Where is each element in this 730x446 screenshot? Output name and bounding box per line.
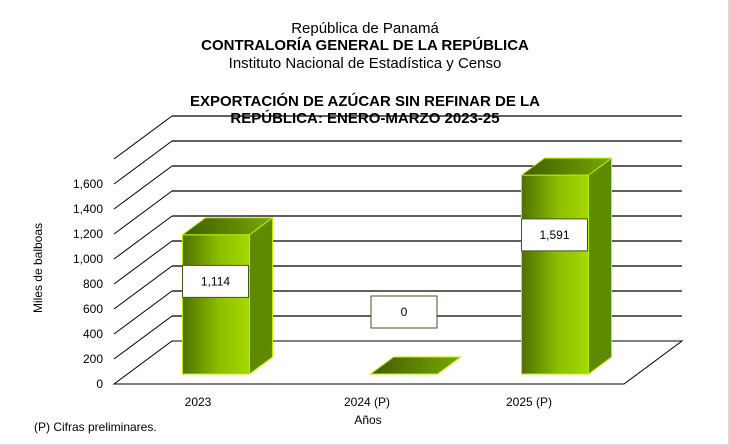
- data-label-box: [521, 218, 588, 252]
- x-tick-label: 2024 (P): [344, 395, 390, 409]
- x-axis-label: Años: [354, 413, 381, 427]
- bar: 1,591: [519, 157, 614, 375]
- y-axis-label: Miles de balboas: [31, 223, 45, 313]
- data-label: 1,591: [539, 228, 569, 242]
- bar-front: [182, 234, 250, 375]
- y-tick-label: 400: [83, 327, 103, 341]
- y-axis-ticks: 0 200 400 600 800 1,000 1,200 1,400 1,600: [73, 177, 103, 391]
- chart-title-line2: REPÚBLICA: ENERO-MARZO 2023-25: [230, 110, 500, 127]
- floor-plane: [112, 340, 684, 385]
- bars: 1,114 0 1,591: [180, 157, 614, 375]
- data-label-box: [182, 264, 249, 298]
- header-institution: CONTRALORÍA GENERAL DE LA REPÚBLICA: [201, 37, 529, 54]
- y-tick-label: 0: [96, 377, 103, 391]
- grid-diagonal: [113, 290, 173, 335]
- data-label: 0: [401, 305, 408, 319]
- bar: 1,114: [180, 216, 275, 375]
- grid-diagonal: [113, 215, 173, 260]
- grid-diagonal: [113, 265, 173, 310]
- x-tick-label: 2025 (P): [506, 395, 552, 409]
- header-country: República de Panamá: [291, 20, 439, 37]
- y-tick-label: 1,400: [73, 202, 103, 216]
- y-tick-label: 1,200: [73, 227, 103, 241]
- chart-title-line1: EXPORTACIÓN DE AZÚCAR SIN REFINAR DE LA: [189, 93, 540, 110]
- bar: 0: [368, 295, 463, 375]
- y-tick-label: 800: [83, 277, 103, 291]
- grid-diagonal: [113, 190, 173, 235]
- bar-top: [519, 157, 614, 176]
- grid-diagonal: [113, 315, 173, 360]
- bar-top: [368, 356, 463, 375]
- grid-diagonal: [113, 165, 173, 210]
- x-tick-label: 2023: [185, 395, 212, 409]
- data-label: 1,114: [201, 274, 230, 288]
- y-tick-label: 1,000: [73, 252, 103, 266]
- y-tick-label: 600: [83, 302, 103, 316]
- header-institute: Instituto Nacional de Estadística y Cens…: [228, 55, 502, 72]
- y-tick-label: 200: [83, 352, 103, 366]
- bar-front: [521, 174, 589, 375]
- bar-side: [249, 216, 273, 375]
- footnote: (P) Cifras preliminares.: [34, 420, 157, 434]
- bar-side: [588, 157, 612, 375]
- y-tick-label: 1,600: [73, 177, 103, 191]
- grid-diagonal: [113, 140, 173, 185]
- grid-diagonal: [113, 115, 173, 160]
- bar-top: [180, 217, 275, 236]
- x-axis-ticks: 2023 2024 (P) 2025 (P): [185, 395, 552, 409]
- grid-diagonal: [113, 240, 173, 285]
- data-label-box: [370, 295, 438, 329]
